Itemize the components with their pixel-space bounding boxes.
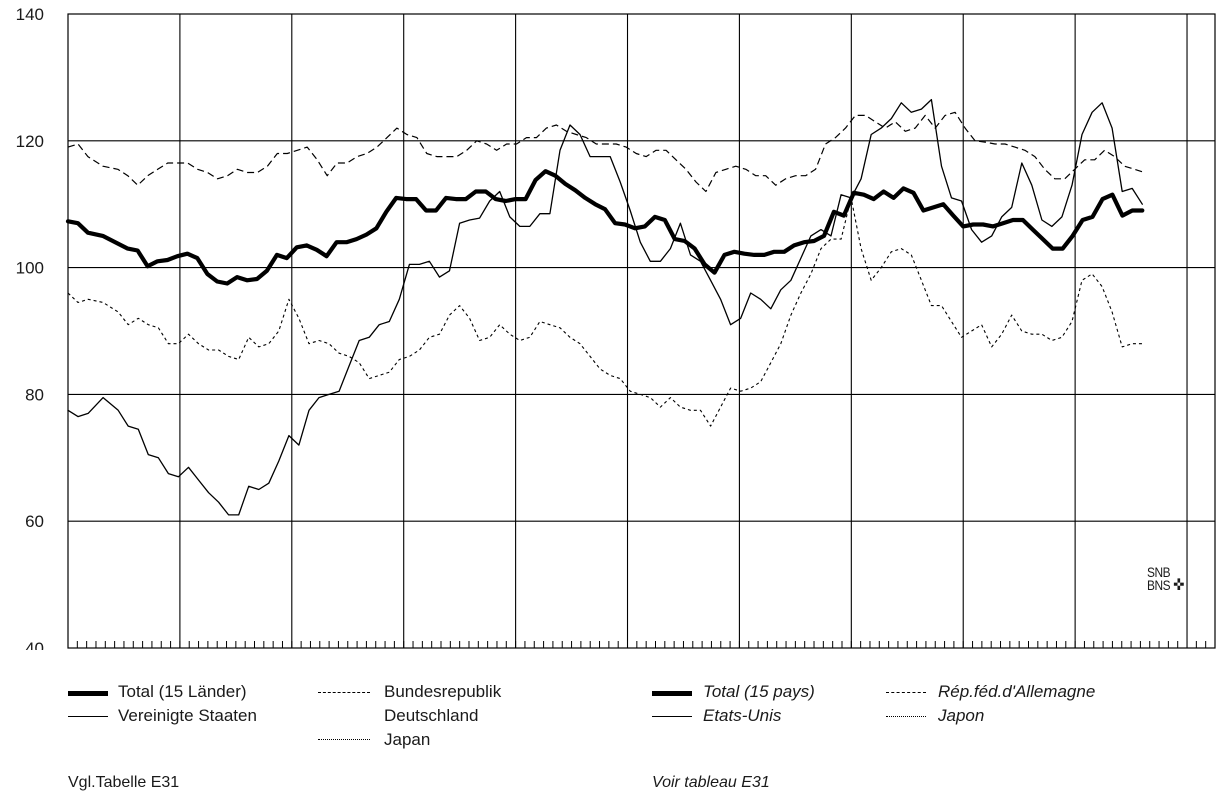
- legend-label-brd-fr: Rép.féd.d'Allemagne: [938, 682, 1096, 701]
- y-tick-label: 140: [16, 5, 44, 24]
- series-line-japan: [67, 197, 1143, 427]
- legend-swatch-total: [68, 691, 108, 696]
- y-tick-label: 40: [25, 639, 44, 650]
- series-lines: [65, 98, 1145, 516]
- swiss-cross-icon: ✜: [1173, 577, 1185, 594]
- series-line-bundesrepublik-deutschland: [67, 111, 1145, 193]
- reference-de: Vgl.Tabelle E31: [68, 774, 180, 791]
- watermark-snb: SNB: [1147, 564, 1171, 580]
- series-line-total-15-l-nder-: [65, 169, 1145, 286]
- chart-canvas: 40 60 80 100 120 140 198419851986198719881989…: [16, 5, 1216, 650]
- legend-swatch-japan: [318, 739, 370, 740]
- watermark: SNB BNS ✜: [1147, 564, 1185, 594]
- legend-swatch-japan-fr: [886, 716, 926, 717]
- y-tick-label: 120: [16, 132, 44, 151]
- legend-label-brd-line2: Deutschland: [384, 706, 479, 725]
- legend-swatch-usa-fr: [652, 716, 692, 717]
- legend-label-usa-fr: Etats-Unis: [703, 706, 782, 725]
- reference-fr: Voir tableau E31: [652, 774, 770, 791]
- y-tick-label: 80: [25, 385, 44, 404]
- legend-swatch-usa: [68, 716, 108, 717]
- x-axis-ticks: 1984198519861987198819891990199119921993: [67, 641, 1216, 648]
- plot-frame: [67, 13, 1216, 649]
- legend-label-usa: Vereinigte Staaten: [118, 706, 257, 725]
- legend-swatch-brd: [318, 692, 370, 693]
- legend-label-total-fr: Total (15 pays): [703, 682, 815, 701]
- series-line-vereinigte-staaten: [67, 98, 1143, 516]
- legend-swatch-total-fr: [652, 691, 692, 696]
- legend-swatch-brd-fr: [886, 692, 926, 693]
- legend-label-japan: Japan: [384, 730, 431, 749]
- y-tick-label: 100: [16, 259, 44, 278]
- y-tick-label: 60: [25, 512, 44, 531]
- watermark-bns: BNS: [1147, 577, 1171, 593]
- legend-label-total: Total (15 Länder): [118, 682, 247, 701]
- grid: [68, 13, 1215, 649]
- legend-label-brd-line1: Bundesrepublik: [384, 682, 502, 701]
- y-axis-ticks: 40 60 80 100 120 140: [16, 5, 44, 650]
- legend-label-japan-fr: Japon: [938, 706, 985, 725]
